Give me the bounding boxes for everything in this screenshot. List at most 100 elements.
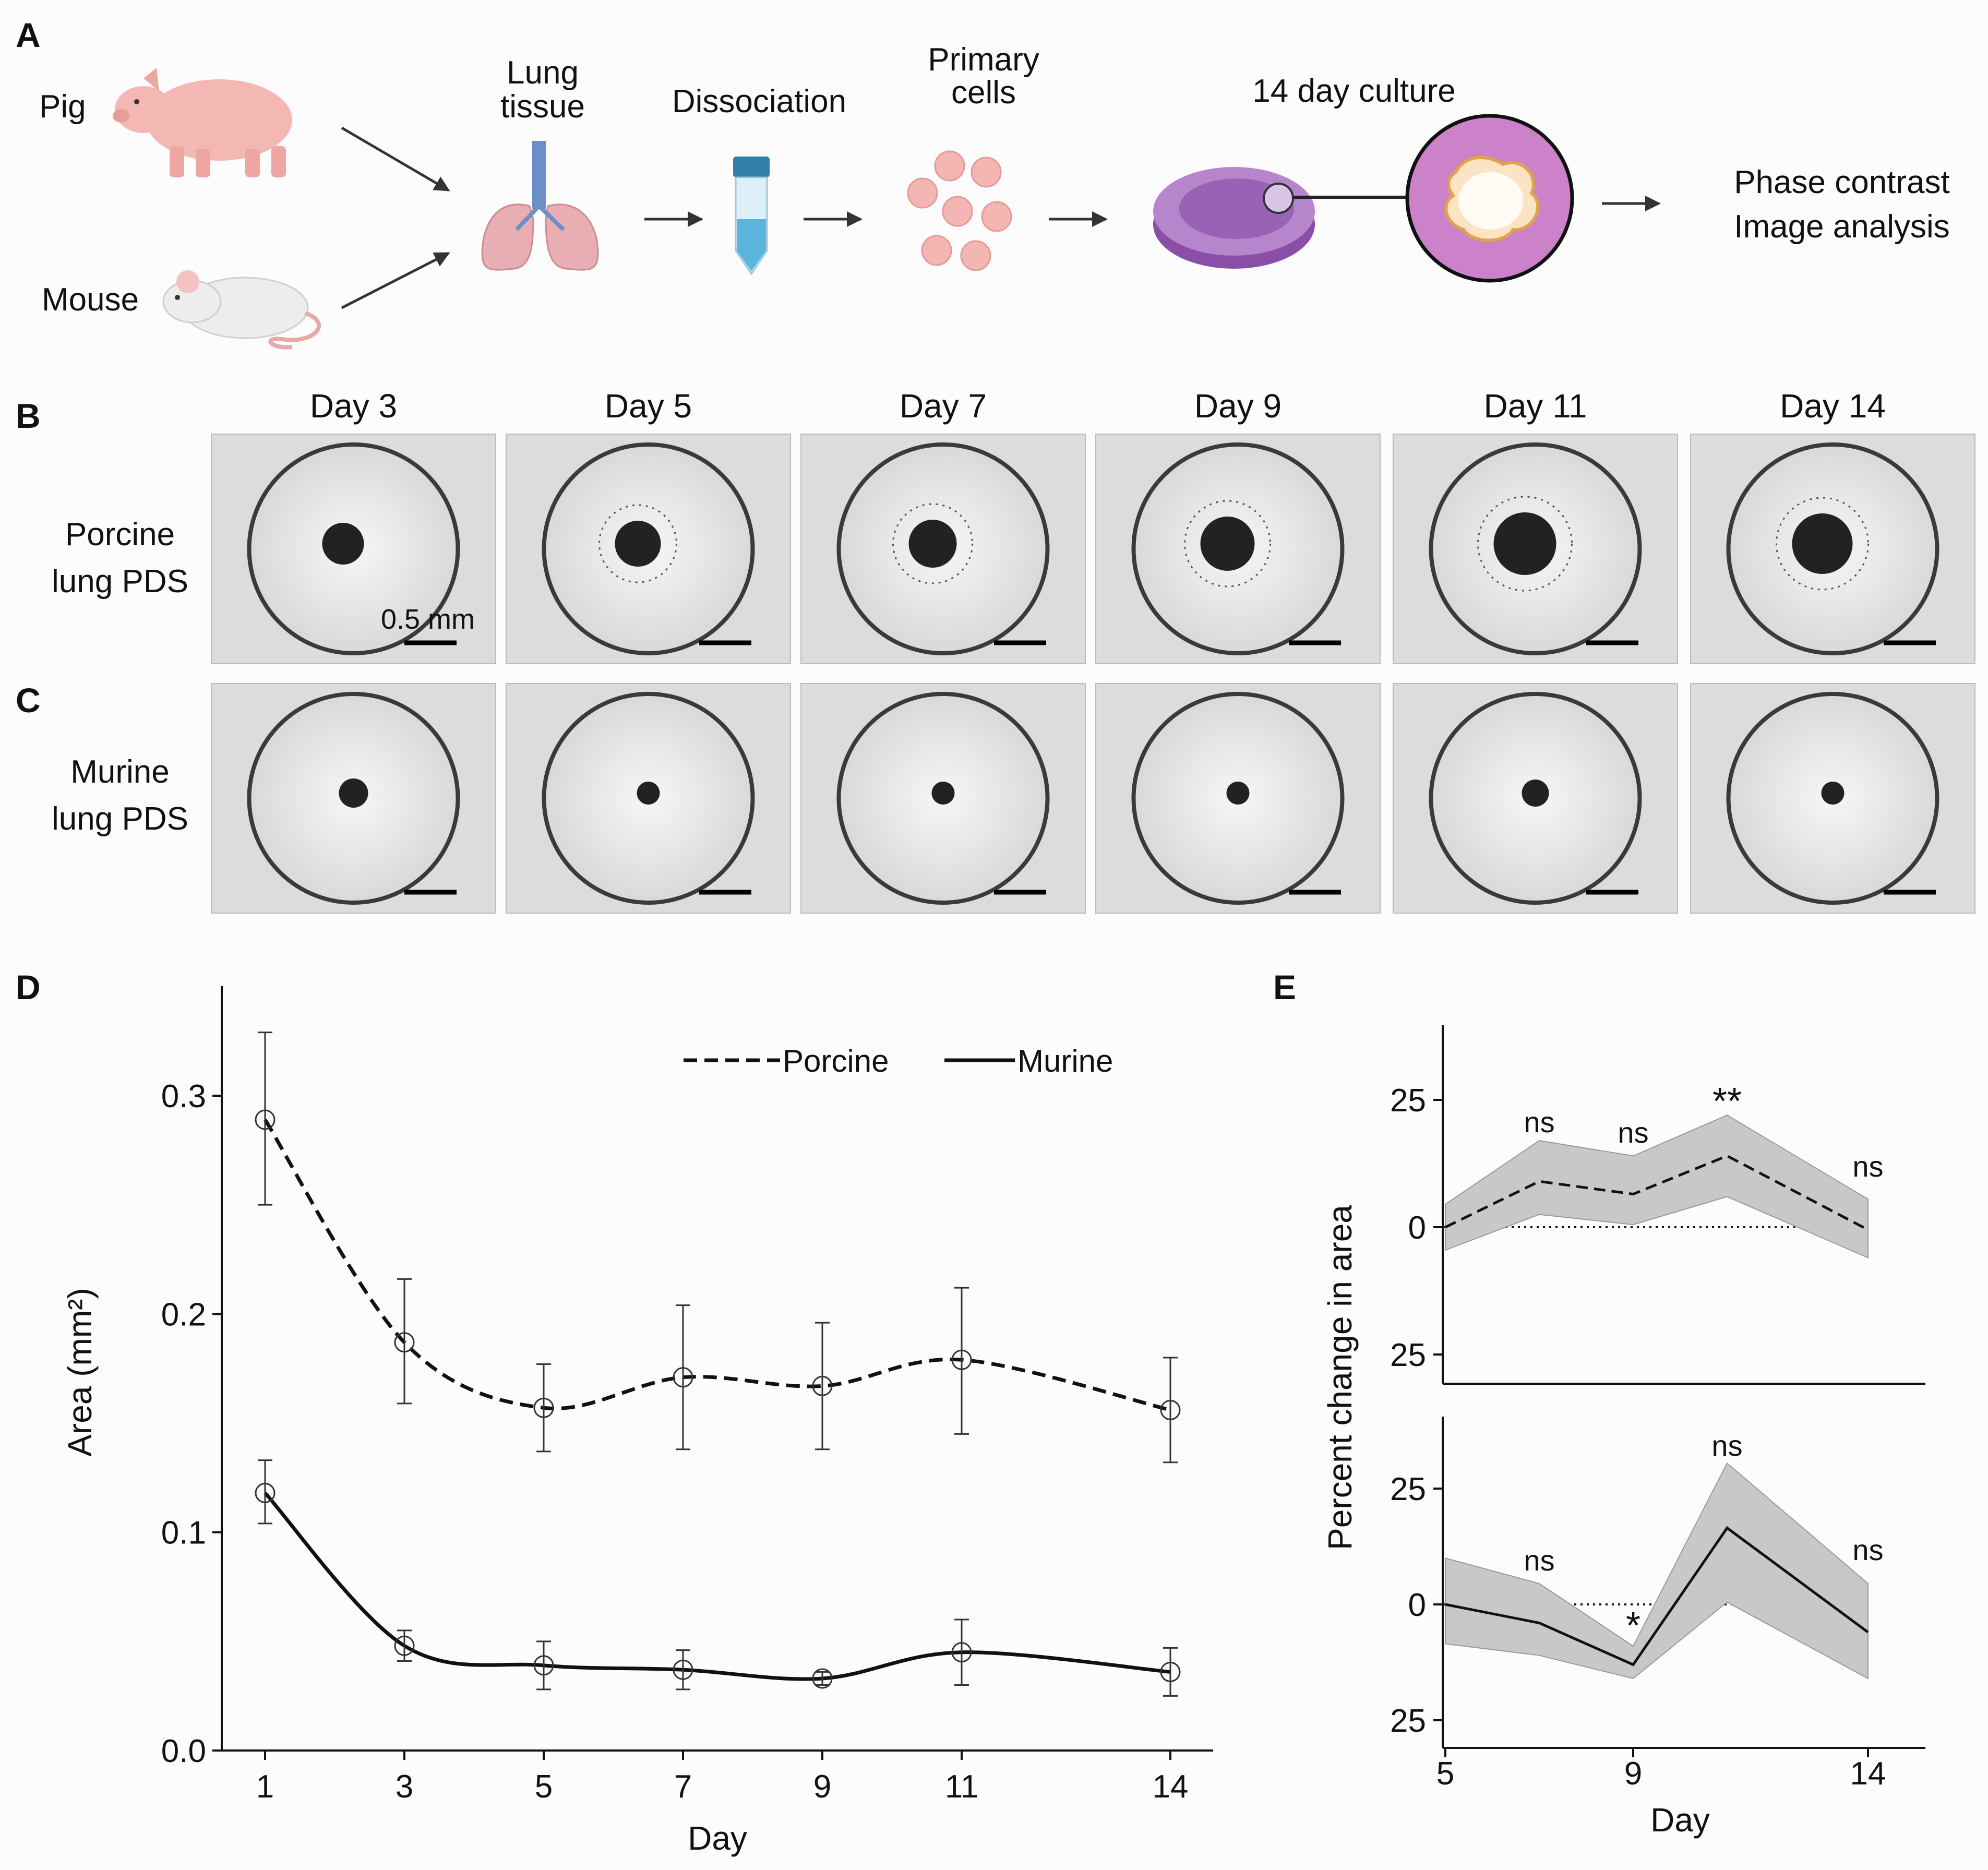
row-b-label-1: Porcine <box>65 517 175 553</box>
porcine-line <box>1444 1154 1869 1231</box>
x-tick-label: 3 <box>396 1769 413 1805</box>
lung-tissue-label-2: tissue <box>500 89 585 125</box>
day-header: Day 14 <box>1780 387 1886 425</box>
porcine-pds-cluster <box>1493 512 1556 575</box>
murine-point <box>255 1482 276 1503</box>
murine-pds-cluster <box>1522 780 1549 807</box>
x-tick-label: 14 <box>1850 1756 1886 1792</box>
panel-label-e: E <box>1273 968 1296 1006</box>
y-axis-label: Area (mm²) <box>61 1288 99 1457</box>
murine-y-tick-label: 25 <box>1390 1703 1426 1739</box>
legend-porcine-label: Porcine <box>783 1044 889 1078</box>
lung-tissue-label-1: Lung <box>507 55 579 91</box>
porcine-point <box>533 1397 554 1418</box>
porcine-point <box>673 1367 693 1388</box>
murine-pds-cluster <box>931 782 955 805</box>
lungs-icon <box>481 141 599 271</box>
murine-significance-label: ns <box>1711 1429 1742 1462</box>
y-tick-label: 0.2 <box>161 1297 206 1333</box>
dispersed-cells <box>1477 496 1573 592</box>
murine-pds-cluster <box>637 782 660 805</box>
cells-icon <box>907 150 1012 271</box>
primary-cells-label-2: cells <box>951 75 1016 111</box>
x-tick-label: 9 <box>1624 1756 1642 1792</box>
x-tick-label: 5 <box>535 1769 553 1805</box>
row-c-label-2: lung PDS <box>52 801 188 837</box>
murine-point <box>394 1635 415 1656</box>
porcine-pds-cluster <box>322 523 364 565</box>
porcine-significance-label: ** <box>1712 1081 1742 1122</box>
murine-point <box>1160 1661 1181 1682</box>
x-axis-label: Day <box>1650 1801 1710 1839</box>
murine-point <box>951 1642 972 1663</box>
phase-contrast-label: Phase contrast <box>1734 164 1950 200</box>
scale-bar-label: 0.5 mm <box>381 604 475 635</box>
x-tick-label: 1 <box>256 1769 274 1805</box>
porcine-point <box>394 1332 415 1353</box>
x-tick-label: 7 <box>674 1769 692 1805</box>
row-c-label-1: Murine <box>70 754 170 790</box>
culture-plate-icon <box>1153 114 1574 283</box>
x-tick-label: 14 <box>1153 1769 1189 1805</box>
dispersed-cells <box>892 503 973 584</box>
murine-line <box>264 1492 1171 1681</box>
panel-label-a: A <box>16 16 41 54</box>
murine-y-tick-label: 25 <box>1390 1471 1426 1507</box>
porcine-point <box>255 1109 276 1130</box>
x-axis-label: Day <box>688 1819 747 1857</box>
day-header: Day 11 <box>1483 387 1587 425</box>
porcine-pds-cluster <box>1792 513 1853 574</box>
panel-label-c: C <box>16 681 41 720</box>
porcine-line <box>264 1119 1171 1412</box>
panel-label-d: D <box>16 968 41 1006</box>
porcine-pds-cluster <box>615 521 661 567</box>
porcine-significance-label: ns <box>1618 1116 1648 1149</box>
murine-pds-cluster <box>1821 782 1845 805</box>
x-tick-label: 11 <box>945 1769 978 1805</box>
y-tick-label: 0.0 <box>161 1733 206 1769</box>
day-header: Day 7 <box>900 387 987 425</box>
murine-pds-cluster <box>339 778 368 808</box>
tube-icon <box>733 157 770 275</box>
porcine-y-tick-label: 25 <box>1390 1337 1426 1373</box>
y-axis-label: Percent change in area <box>1321 1205 1359 1550</box>
mouse-icon <box>162 270 321 350</box>
row-b-label-2: lung PDS <box>52 564 188 600</box>
murine-point <box>533 1655 554 1676</box>
murine-confidence-band <box>1445 1462 1869 1680</box>
primary-cells-label-1: Primary <box>928 42 1039 78</box>
porcine-point <box>1160 1399 1181 1420</box>
porcine-pds-cluster <box>908 520 957 568</box>
x-tick-label: 5 <box>1436 1756 1454 1792</box>
day-header: Day 3 <box>310 387 397 425</box>
dispersed-cells <box>1776 497 1869 591</box>
area-chart: 0.0 0.1 0.2 0.3 1 3 5 7 9 11 14 Day Area (mm²) Porcin… <box>61 986 1213 1857</box>
y-tick-label: 0.1 <box>161 1515 206 1551</box>
porcine-pds-cluster <box>1200 517 1255 571</box>
murine-point <box>812 1668 833 1689</box>
porcine-confidence-band <box>1445 1114 1869 1259</box>
pig-icon <box>113 68 292 177</box>
dispersed-cells <box>1184 500 1271 588</box>
panel-label-b: B <box>16 397 41 435</box>
pig-label: Pig <box>39 89 86 125</box>
percent-change-chart: 25 0 25 ns ns ** ns 25 0 25 ns * ns ns 5 9 14 Day Percent … <box>1321 1025 1925 1839</box>
day-header: Day 5 <box>605 387 692 425</box>
porcine-significance-label: ns <box>1852 1150 1883 1183</box>
porcine-point <box>951 1349 972 1370</box>
mouse-label: Mouse <box>42 282 139 318</box>
culture-label: 14 day culture <box>1252 73 1455 109</box>
dissociation-label: Dissociation <box>672 83 846 119</box>
porcine-y-tick-label: 0 <box>1408 1210 1426 1246</box>
porcine-point <box>812 1375 833 1396</box>
murine-significance-label: * <box>1626 1605 1640 1647</box>
image-analysis-label: Image analysis <box>1734 209 1950 245</box>
murine-line <box>1445 1526 1869 1667</box>
murine-significance-label: ns <box>1524 1544 1554 1577</box>
day-header: Day 9 <box>1194 387 1282 425</box>
murine-y-tick-label: 0 <box>1408 1587 1426 1623</box>
dispersed-cells <box>598 504 677 583</box>
legend-murine-label: Murine <box>1017 1044 1113 1078</box>
murine-pds-cluster <box>1226 782 1250 805</box>
porcine-significance-label: ns <box>1524 1106 1554 1138</box>
